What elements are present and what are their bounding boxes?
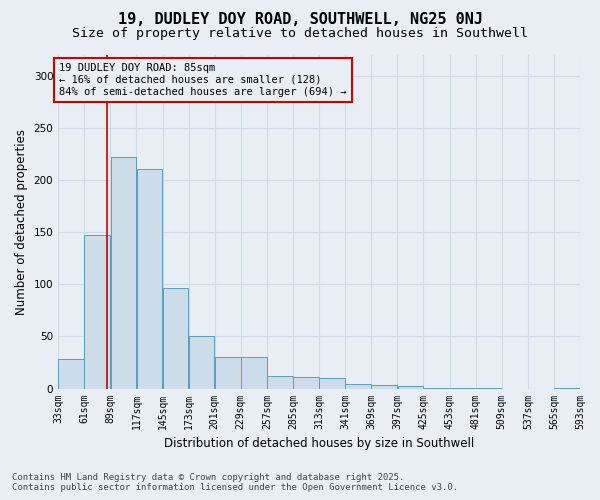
Text: 19 DUDLEY DOY ROAD: 85sqm
← 16% of detached houses are smaller (128)
84% of semi: 19 DUDLEY DOY ROAD: 85sqm ← 16% of detac… — [59, 64, 347, 96]
Bar — [85, 236, 110, 388]
Bar — [319, 378, 345, 388]
Bar — [241, 358, 266, 388]
Bar — [163, 288, 188, 388]
Bar — [293, 377, 319, 388]
Bar — [215, 358, 241, 388]
Bar — [137, 168, 163, 388]
Bar — [398, 386, 423, 388]
Y-axis label: Number of detached properties: Number of detached properties — [15, 129, 28, 315]
X-axis label: Distribution of detached houses by size in Southwell: Distribution of detached houses by size … — [164, 437, 474, 450]
Text: 19, DUDLEY DOY ROAD, SOUTHWELL, NG25 0NJ: 19, DUDLEY DOY ROAD, SOUTHWELL, NG25 0NJ — [118, 12, 482, 28]
Bar — [58, 360, 84, 388]
Bar — [346, 384, 371, 388]
Bar — [371, 386, 397, 388]
Bar — [267, 376, 293, 388]
Text: Size of property relative to detached houses in Southwell: Size of property relative to detached ho… — [72, 28, 528, 40]
Text: Contains HM Land Registry data © Crown copyright and database right 2025.
Contai: Contains HM Land Registry data © Crown c… — [12, 473, 458, 492]
Bar — [110, 157, 136, 388]
Bar — [189, 336, 214, 388]
